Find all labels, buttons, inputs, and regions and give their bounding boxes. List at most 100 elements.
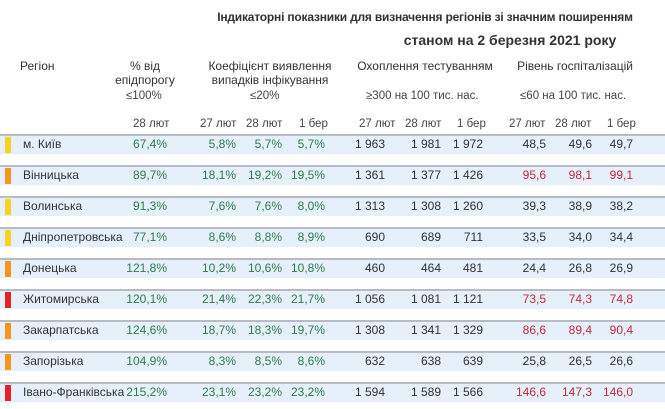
tests-value: 1 308	[354, 323, 385, 337]
date-tests-2: 28 лют	[405, 118, 442, 130]
epi-value: 121,8%	[126, 261, 167, 275]
hosp-value: 26,6	[609, 354, 633, 368]
table-row: Закарпатська 124,6% 18,7% 18,3% 19,7% 1 308 1 …	[0, 320, 665, 340]
header-hosp: Рівень госпіталізацій	[517, 59, 633, 73]
date-tests-3: 1 бер	[457, 118, 486, 130]
status-marker	[5, 354, 11, 370]
tests-value: 690	[364, 230, 385, 244]
status-marker	[5, 137, 11, 153]
tests-value: 1 594	[354, 385, 385, 399]
hosp-value: 25,8	[522, 354, 546, 368]
tests-value: 464	[420, 261, 441, 275]
coef-value: 5,8%	[208, 137, 236, 151]
region-name: Волинська	[23, 199, 83, 213]
header-region: Регіон	[20, 59, 55, 73]
table-row: Житомирська 120,1% 21,4% 22,3% 21,7% 1 056 1 0…	[0, 289, 665, 309]
status-marker	[5, 199, 11, 215]
header-epi-line1: % від	[129, 59, 161, 73]
coef-value: 19,2%	[247, 168, 282, 182]
coef-value: 8,0%	[297, 199, 325, 213]
hosp-value: 86,6	[522, 323, 546, 337]
tests-value: 689	[420, 230, 441, 244]
tests-value: 632	[364, 354, 385, 368]
hosp-value: 49,6	[568, 137, 592, 151]
hosp-value: 95,6	[522, 168, 546, 182]
status-marker	[5, 385, 11, 401]
tests-value: 1 341	[410, 323, 441, 337]
hosp-value: 48,5	[522, 137, 546, 151]
coef-value: 8,6%	[208, 230, 236, 244]
header-coef-line2: випадків інфікування	[211, 73, 329, 87]
coef-value: 18,1%	[201, 168, 236, 182]
hosp-value: 38,2	[609, 199, 633, 213]
epi-value: 124,6%	[126, 323, 167, 337]
table-row: м. Київ 67,4% 5,8% 5,7% 5,7% 1 963 1 981 1 972 4…	[0, 134, 665, 154]
date-tests-1: 27 лют	[359, 118, 396, 130]
region-name: м. Київ	[23, 137, 62, 151]
coef-value: 18,7%	[201, 323, 236, 337]
table-row: Івано-Франківська 215,2% 23,1% 23,2% 23,2% 1 …	[0, 382, 665, 402]
epi-value: 67,4%	[132, 137, 167, 151]
region-name: Вінницька	[23, 168, 79, 182]
hosp-value: 99,1	[609, 168, 633, 182]
hosp-value: 26,8	[568, 261, 592, 275]
epi-value: 77,1%	[132, 230, 167, 244]
date-hosp-1: 27 лют	[509, 118, 546, 130]
hosp-value: 146,6	[515, 385, 546, 399]
date-coef-3: 1 бер	[299, 118, 328, 130]
header-epi: % від епідпорогу	[115, 59, 175, 87]
tests-value: 1 329	[452, 323, 483, 337]
threshold-tests: ≥300 на 100 тис. нас.	[366, 90, 479, 102]
coef-value: 23,2%	[247, 385, 282, 399]
tests-value: 638	[420, 354, 441, 368]
threshold-hosp: ≤60 на 100 тис. нас.	[520, 90, 627, 102]
threshold-epi: ≤100%	[126, 90, 162, 102]
coef-value: 22,3%	[247, 292, 282, 306]
table-row: Запорізька 104,9% 8,3% 8,5% 8,6% 632 638 639 25,…	[0, 351, 665, 371]
coef-value: 21,4%	[201, 292, 236, 306]
status-marker	[5, 261, 11, 277]
coef-value: 8,3%	[208, 354, 236, 368]
epi-value: 91,3%	[132, 199, 167, 213]
hosp-value: 90,4	[609, 323, 633, 337]
table-row: Вінницька 89,7% 18,1% 19,2% 19,5% 1 361 1 377 1…	[0, 165, 665, 185]
header-tests: Охоплення тестуванням	[357, 59, 493, 73]
hosp-value: 34,4	[609, 230, 633, 244]
coef-value: 7,6%	[208, 199, 236, 213]
region-name: Дніпропетровська	[23, 230, 123, 244]
coef-value: 19,5%	[290, 168, 325, 182]
hosp-value: 34,0	[568, 230, 592, 244]
region-name: Донецька	[23, 261, 77, 275]
hosp-value: 89,4	[568, 323, 592, 337]
header-coef: Коефіцієнт виявлення випадків інфікування	[200, 59, 340, 87]
tests-value: 1 963	[354, 137, 385, 151]
tests-value: 1 589	[410, 385, 441, 399]
hosp-value: 74,8	[609, 292, 633, 306]
page-subtitle: станом на 2 березня 2021 року	[403, 32, 617, 48]
region-name: Запорізька	[23, 354, 84, 368]
tests-value: 1 377	[410, 168, 441, 182]
coef-value: 23,2%	[290, 385, 325, 399]
coef-value: 23,1%	[201, 385, 236, 399]
tests-value: 1 056	[354, 292, 385, 306]
epi-value: 89,7%	[132, 168, 167, 182]
tests-value: 481	[462, 261, 483, 275]
tests-value: 1 361	[354, 168, 385, 182]
coef-value: 7,6%	[254, 199, 282, 213]
coef-value: 8,5%	[254, 354, 282, 368]
threshold-coef: ≤20%	[250, 90, 280, 102]
tests-value: 1 308	[410, 199, 441, 213]
date-epi: 28 лют	[133, 118, 170, 130]
coef-value: 10,6%	[247, 261, 282, 275]
hosp-value: 147,3	[561, 385, 592, 399]
coef-value: 19,7%	[290, 323, 325, 337]
coef-value: 10,2%	[201, 261, 236, 275]
page-title: Індикаторні показники для визначення рег…	[217, 10, 633, 24]
coef-value: 10,8%	[290, 261, 325, 275]
tests-value: 1 566	[452, 385, 483, 399]
tests-value: 1 972	[452, 137, 483, 151]
tests-value: 1 313	[354, 199, 385, 213]
region-name: Івано-Франківська	[23, 385, 125, 399]
coef-value: 8,8%	[254, 230, 282, 244]
hosp-value: 26,9	[609, 261, 633, 275]
